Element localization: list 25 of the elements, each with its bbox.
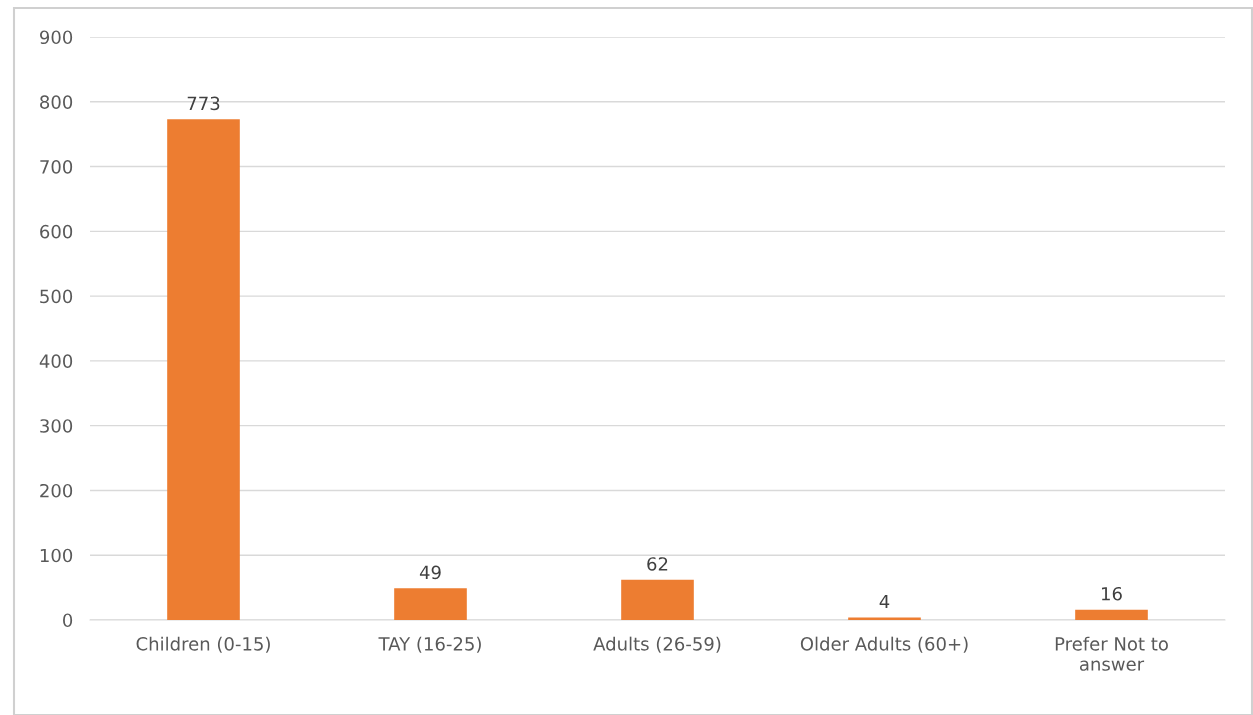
x-tick-label: Children (0-15) xyxy=(136,636,270,653)
y-tick-label: 900 xyxy=(40,30,73,45)
y-tick-label: 500 xyxy=(40,289,73,304)
y-tick-label: 0 xyxy=(63,613,73,628)
y-tick-label: 300 xyxy=(40,419,73,433)
bar xyxy=(167,119,240,620)
y-tick-label: 400 xyxy=(39,354,73,369)
y-tick-label: 600 xyxy=(40,224,73,239)
bar xyxy=(621,579,694,620)
bar xyxy=(848,617,921,620)
bar xyxy=(1075,609,1148,620)
data-label: 49 xyxy=(419,565,441,580)
y-tick-label: 200 xyxy=(40,483,73,498)
y-tick-label: 100 xyxy=(40,548,73,563)
data-label: 4 xyxy=(879,594,890,609)
y-tick-label: 700 xyxy=(40,160,73,174)
y-tick-label: 800 xyxy=(40,95,73,109)
bar xyxy=(394,588,467,620)
data-label: 773 xyxy=(187,96,220,111)
x-tick-label: Adults (26-59) xyxy=(593,636,721,653)
x-tick-label: TAY (16-25) xyxy=(378,636,481,653)
data-label: 16 xyxy=(1102,586,1122,601)
data-label: 62 xyxy=(647,557,668,571)
x-tick-label: Older Adults (60+) xyxy=(800,636,968,653)
x-tick-label: Prefer Not to answer xyxy=(1055,636,1168,671)
